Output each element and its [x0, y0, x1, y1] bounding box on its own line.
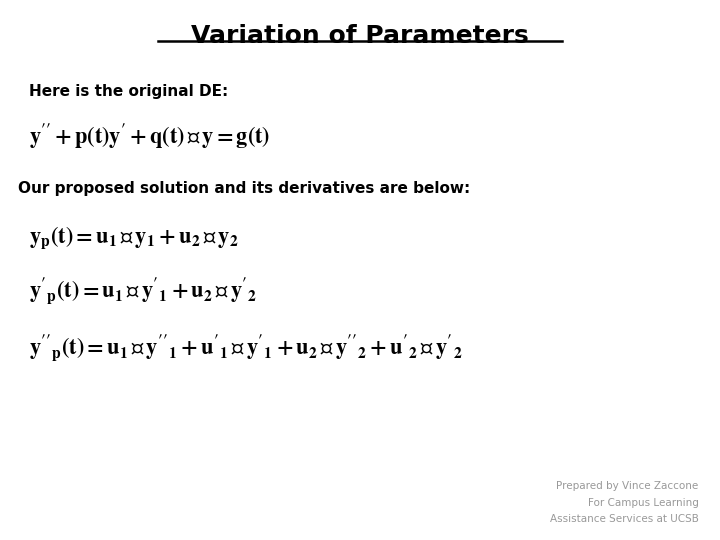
Text: $\mathbf{y'' + p(t)y' + q(t) \cdot y = g(t)}$: $\mathbf{y'' + p(t)y' + q(t) \cdot y = g…: [29, 122, 270, 151]
Text: $\mathbf{y_p(t) = u_1 \cdot y_1 + u_2 \cdot y_2}$: $\mathbf{y_p(t) = u_1 \cdot y_1 + u_2 \c…: [29, 224, 238, 251]
Text: Prepared by Vince Zaccone: Prepared by Vince Zaccone: [556, 481, 698, 491]
Text: Variation of Parameters: Variation of Parameters: [191, 24, 529, 48]
Text: $\mathbf{y''_p(t) = u_1 \cdot y''_1 + u'_1 \cdot y'_1 + u_2 \cdot y''_2 + u'_2 \: $\mathbf{y''_p(t) = u_1 \cdot y''_1 + u'…: [29, 332, 462, 362]
Text: $\mathbf{y'_p(t) = u_1 \cdot y'_1 + u_2 \cdot y'_2}$: $\mathbf{y'_p(t) = u_1 \cdot y'_1 + u_2 …: [29, 275, 257, 306]
Text: Our proposed solution and its derivatives are below:: Our proposed solution and its derivative…: [18, 181, 470, 196]
Text: Here is the original DE:: Here is the original DE:: [29, 84, 228, 99]
Text: For Campus Learning: For Campus Learning: [588, 497, 698, 508]
Text: Assistance Services at UCSB: Assistance Services at UCSB: [549, 514, 698, 524]
